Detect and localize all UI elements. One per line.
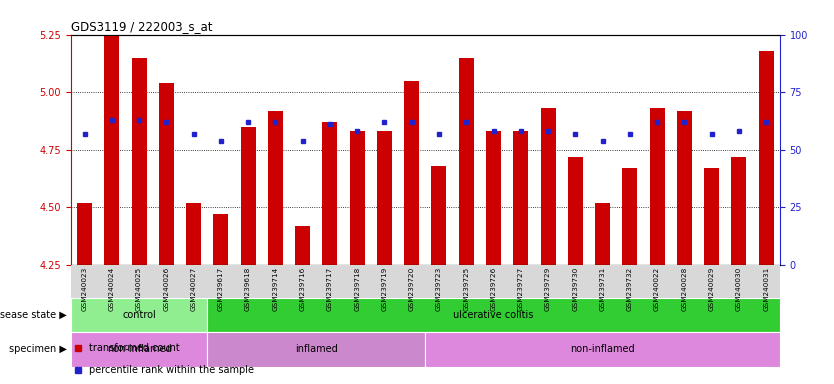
- Text: inflamed: inflamed: [295, 344, 338, 354]
- Text: ulcerative colitis: ulcerative colitis: [454, 310, 534, 320]
- Text: GSM239726: GSM239726: [490, 266, 496, 311]
- Text: GSM240025: GSM240025: [136, 266, 142, 311]
- Text: GSM239729: GSM239729: [545, 266, 551, 311]
- Text: non-inflamed: non-inflamed: [570, 344, 635, 354]
- Text: GSM239718: GSM239718: [354, 266, 360, 311]
- Text: specimen ▶: specimen ▶: [9, 344, 67, 354]
- Bar: [207, 298, 780, 332]
- Text: GSM240023: GSM240023: [82, 266, 88, 311]
- Bar: [431, 166, 446, 265]
- Text: GSM240024: GSM240024: [108, 266, 115, 311]
- Text: GSM239714: GSM239714: [273, 266, 279, 311]
- Bar: [425, 332, 780, 367]
- Bar: [241, 127, 255, 265]
- Bar: [731, 157, 746, 265]
- Bar: [104, 35, 119, 265]
- Bar: [486, 131, 501, 265]
- Bar: [540, 108, 555, 265]
- Bar: [759, 51, 774, 265]
- Bar: [207, 332, 425, 367]
- Bar: [404, 81, 420, 265]
- Bar: [214, 214, 229, 265]
- Text: GSM239725: GSM239725: [463, 266, 470, 311]
- Bar: [622, 168, 637, 265]
- Bar: [677, 111, 692, 265]
- Text: GSM240022: GSM240022: [654, 266, 660, 311]
- Bar: [349, 131, 364, 265]
- Text: GSM240027: GSM240027: [191, 266, 197, 311]
- Text: GSM239617: GSM239617: [218, 266, 224, 311]
- Bar: [513, 131, 528, 265]
- Bar: [158, 83, 173, 265]
- Text: non-inflamed: non-inflamed: [107, 344, 171, 354]
- Text: GSM239723: GSM239723: [436, 266, 442, 311]
- Bar: [650, 108, 665, 265]
- Bar: [71, 298, 207, 332]
- Text: control: control: [122, 310, 156, 320]
- Text: GSM239732: GSM239732: [627, 266, 633, 311]
- Text: GSM240030: GSM240030: [736, 266, 742, 311]
- Text: GSM239730: GSM239730: [572, 266, 578, 311]
- Bar: [568, 157, 583, 265]
- Text: GSM239719: GSM239719: [381, 266, 388, 311]
- Bar: [323, 122, 338, 265]
- Text: GSM240026: GSM240026: [163, 266, 169, 311]
- Text: GSM240028: GSM240028: [681, 266, 687, 311]
- Text: GSM240029: GSM240029: [709, 266, 715, 311]
- Text: GSM239720: GSM239720: [409, 266, 414, 311]
- Bar: [377, 131, 392, 265]
- Bar: [459, 58, 474, 265]
- Bar: [186, 203, 201, 265]
- Bar: [295, 226, 310, 265]
- Text: GSM239716: GSM239716: [299, 266, 305, 311]
- Text: GSM240031: GSM240031: [763, 266, 769, 311]
- Bar: [268, 111, 283, 265]
- Text: transformed count: transformed count: [88, 343, 179, 353]
- Text: GSM239731: GSM239731: [600, 266, 605, 311]
- Bar: [77, 203, 92, 265]
- Text: GSM239618: GSM239618: [245, 266, 251, 311]
- Bar: [132, 58, 147, 265]
- Text: GDS3119 / 222003_s_at: GDS3119 / 222003_s_at: [71, 20, 213, 33]
- Text: disease state ▶: disease state ▶: [0, 310, 67, 320]
- Bar: [595, 203, 610, 265]
- Text: percentile rank within the sample: percentile rank within the sample: [88, 365, 254, 375]
- Text: GSM239727: GSM239727: [518, 266, 524, 311]
- Text: GSM239717: GSM239717: [327, 266, 333, 311]
- Bar: [71, 332, 207, 367]
- Bar: [704, 168, 719, 265]
